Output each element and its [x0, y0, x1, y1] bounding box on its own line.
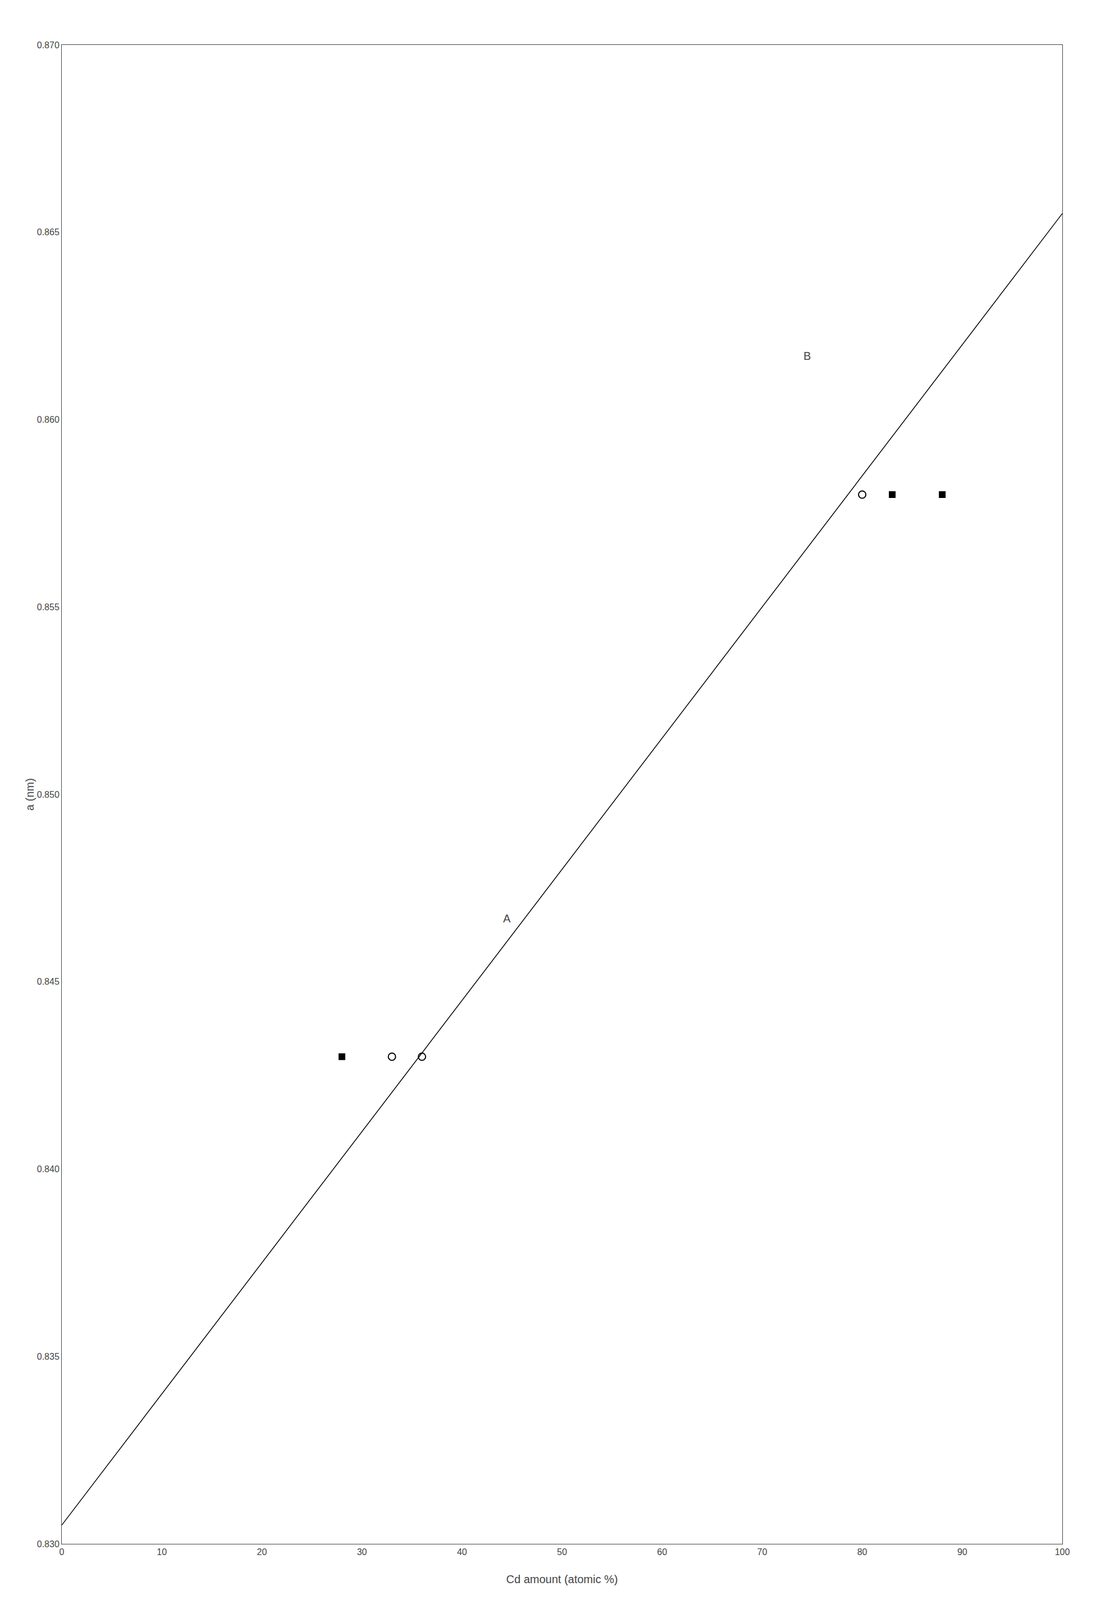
- svg-text:0.860: 0.860: [37, 414, 60, 425]
- svg-text:a (nm): a (nm): [23, 778, 36, 811]
- svg-text:0.865: 0.865: [37, 227, 60, 237]
- svg-text:B: B: [803, 349, 811, 363]
- svg-text:0: 0: [59, 1547, 65, 1557]
- svg-text:30: 30: [357, 1547, 368, 1557]
- svg-text:A: A: [503, 912, 511, 925]
- svg-text:0.845: 0.845: [37, 976, 60, 987]
- svg-text:Cd amount (atomic %): Cd amount (atomic %): [506, 1573, 619, 1586]
- svg-text:0.855: 0.855: [37, 602, 60, 613]
- svg-text:80: 80: [857, 1547, 868, 1557]
- svg-text:20: 20: [257, 1547, 268, 1557]
- svg-text:0.870: 0.870: [37, 40, 60, 50]
- svg-text:90: 90: [957, 1547, 968, 1557]
- svg-text:10: 10: [156, 1547, 167, 1557]
- svg-text:0.835: 0.835: [37, 1352, 60, 1362]
- svg-text:70: 70: [757, 1547, 768, 1557]
- svg-text:50: 50: [556, 1547, 568, 1557]
- svg-text:0.850: 0.850: [37, 789, 60, 800]
- svg-text:0.830: 0.830: [37, 1539, 60, 1550]
- svg-text:60: 60: [656, 1547, 668, 1557]
- svg-text:0.840: 0.840: [37, 1164, 60, 1175]
- svg-text:100: 100: [1055, 1547, 1071, 1557]
- svg-text:40: 40: [457, 1547, 468, 1557]
